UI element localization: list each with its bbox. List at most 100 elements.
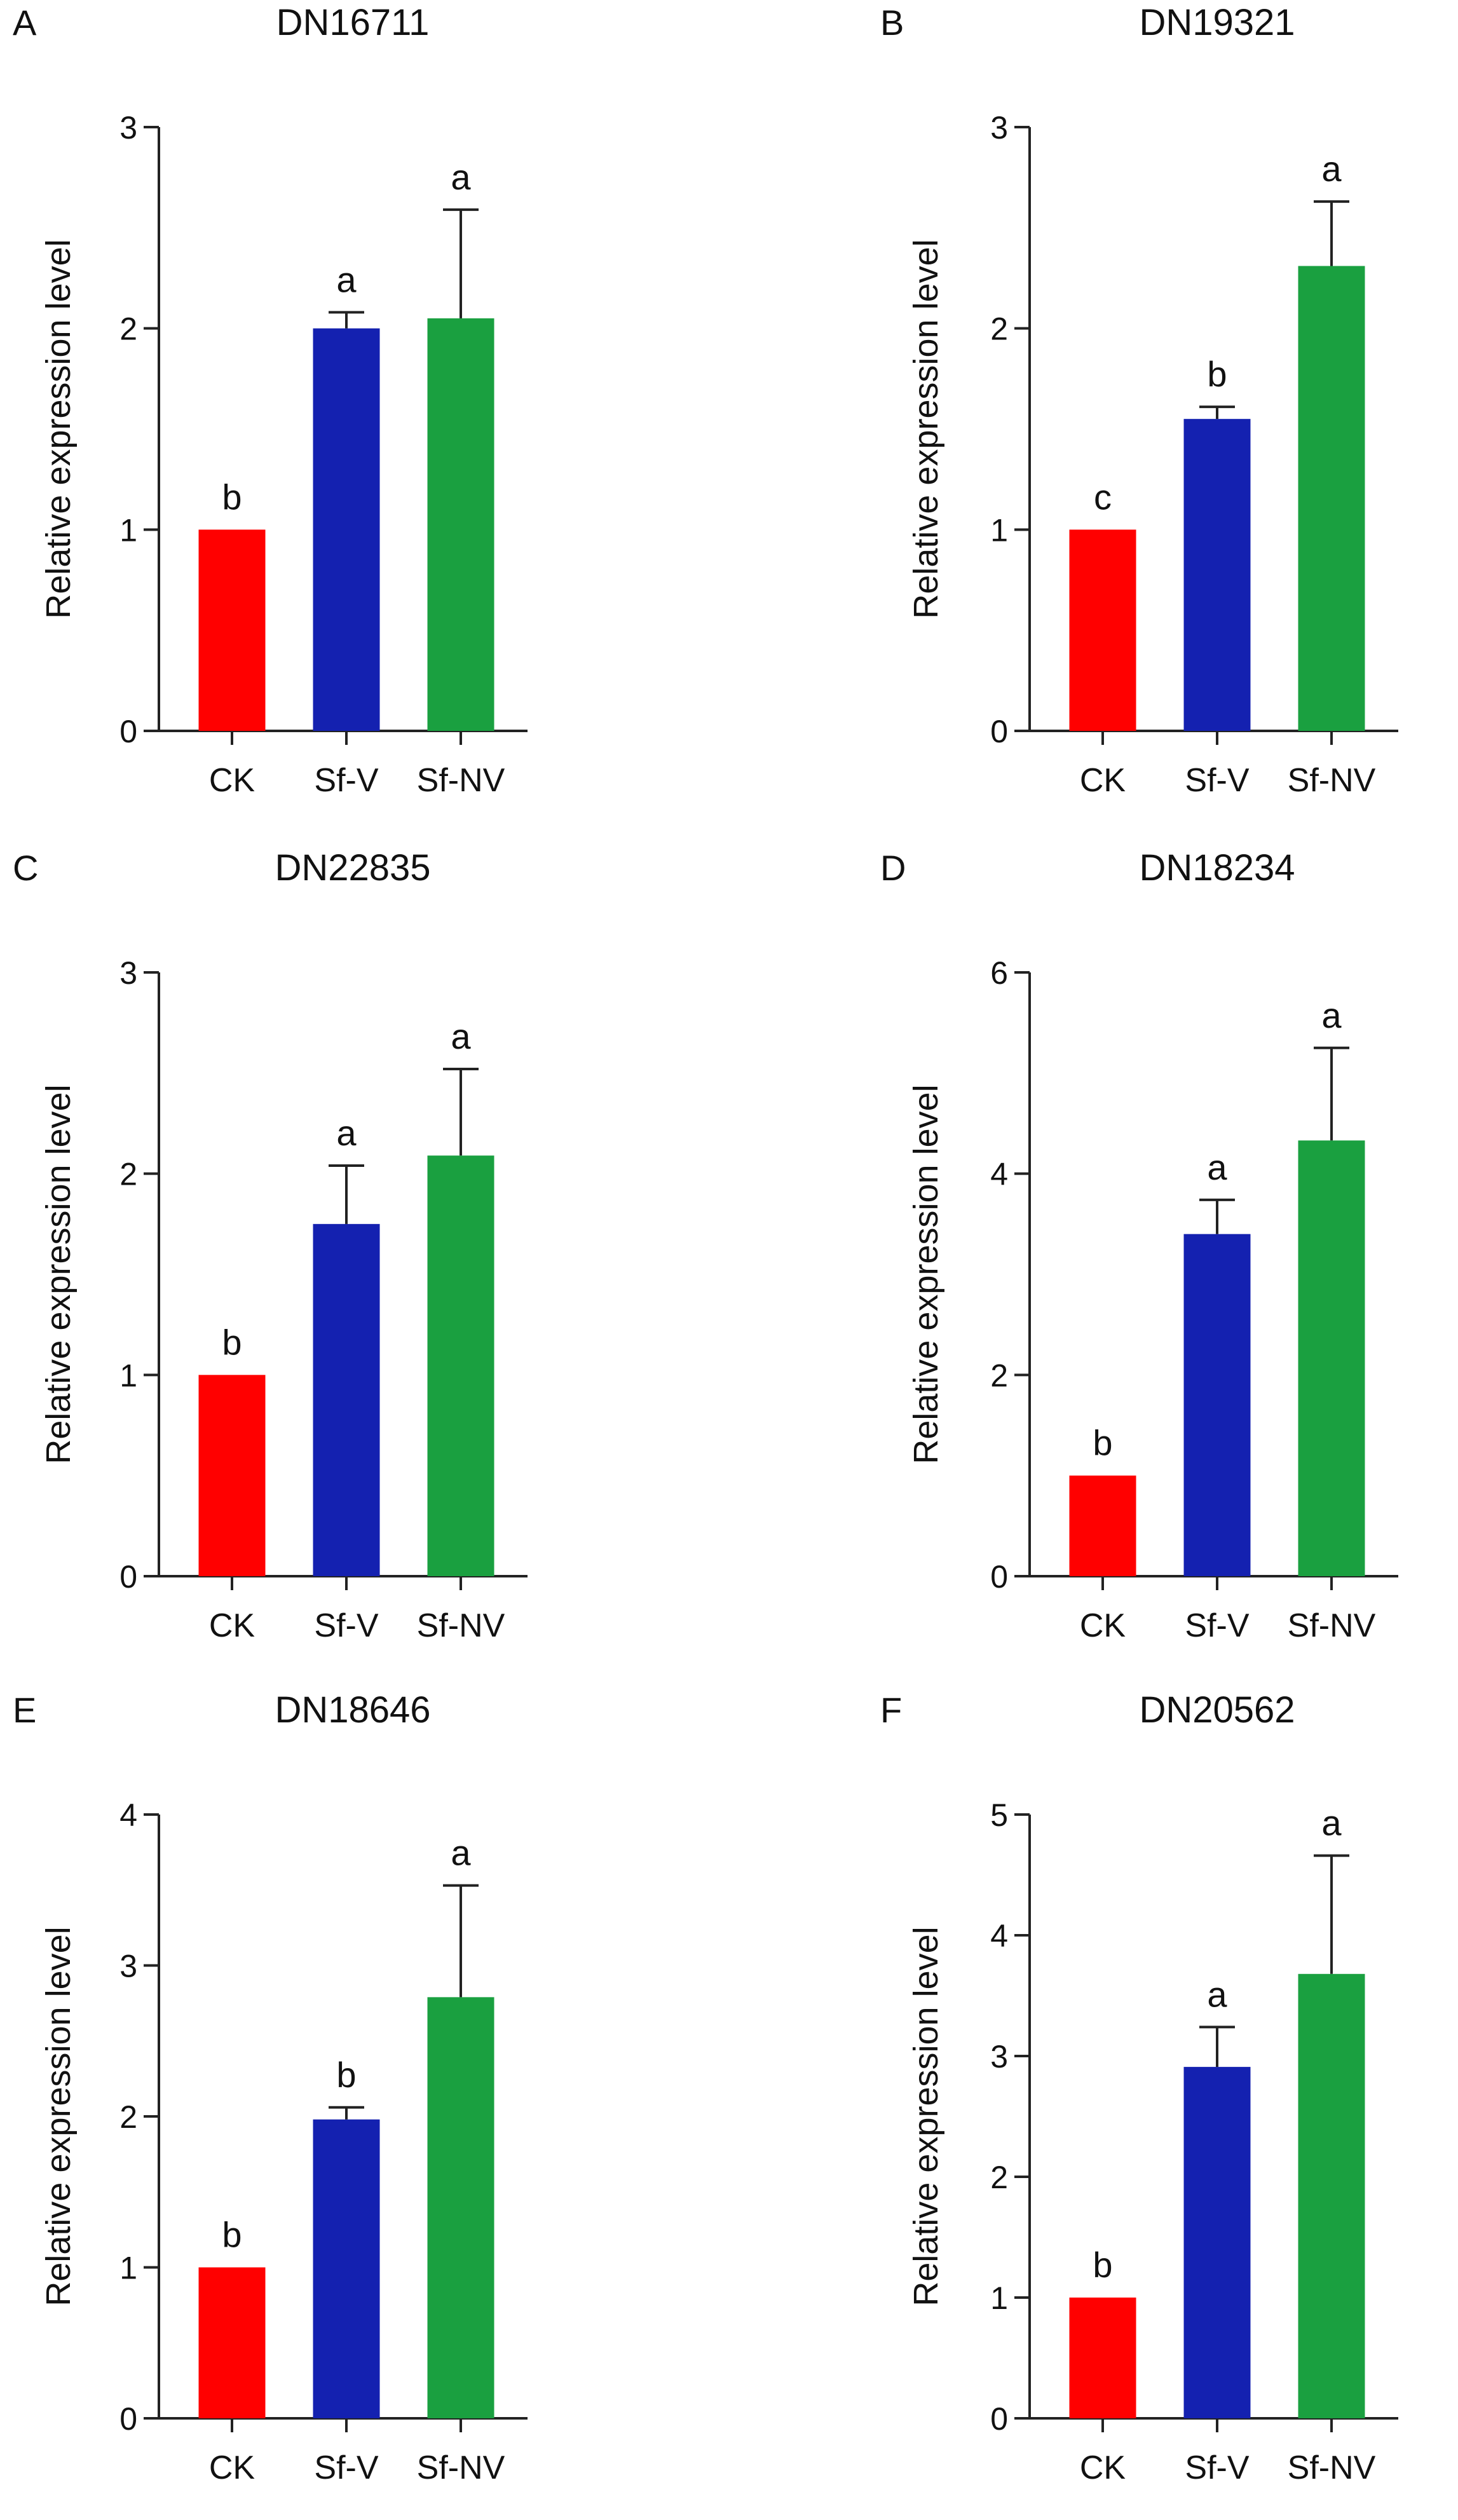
chart-panel-e: E DN18646 Relative expression level 0 1 2 3 4 CK… — [13, 1689, 528, 2486]
y-axis-label: Relative expression level — [907, 1084, 945, 1464]
y-tick-label: 3 — [119, 110, 137, 146]
x-tick-label: Sf-NV — [1288, 762, 1376, 799]
y-tick-label: 0 — [990, 1559, 1008, 1595]
x-tick-label: Sf-NV — [1288, 2449, 1376, 2486]
y-tick-label: 0 — [990, 2401, 1008, 2437]
panel-letter: B — [880, 3, 904, 43]
bar-sf-nv — [427, 1997, 494, 2418]
panel-letter: C — [13, 848, 38, 888]
significance-letter: b — [222, 2215, 242, 2255]
bar-sf-v — [1183, 1234, 1251, 1576]
y-tick-label: 4 — [119, 1797, 137, 1833]
bar-sf-nv — [1298, 266, 1365, 731]
y-tick-label: 4 — [990, 1918, 1008, 1954]
bar-ck — [198, 1375, 266, 1576]
panel-letter: E — [13, 1690, 36, 1730]
y-axis-label: Relative expression level — [907, 1926, 945, 2306]
y-tick-label: 2 — [119, 311, 137, 347]
significance-letter: a — [1321, 995, 1342, 1035]
y-tick-label: 0 — [990, 714, 1008, 749]
chart-title: DN18646 — [275, 1689, 430, 1731]
bar-sf-v — [1183, 419, 1251, 731]
y-axis-label: Relative expression level — [39, 239, 78, 618]
significance-letter: c — [1094, 477, 1112, 517]
y-axis-label: Relative expression level — [39, 1084, 78, 1464]
y-tick-label: 1 — [990, 512, 1008, 548]
y-tick-label: 1 — [119, 512, 137, 548]
y-tick-label: 3 — [990, 110, 1008, 146]
chart-title: DN22835 — [275, 847, 430, 889]
bar-sf-v — [313, 1223, 380, 1576]
x-tick-label: Sf-NV — [417, 2449, 505, 2486]
y-tick-label: 2 — [990, 311, 1008, 347]
x-tick-label: Sf-NV — [417, 762, 505, 799]
chart-title: DN18234 — [1139, 847, 1295, 889]
y-tick-label: 6 — [990, 955, 1008, 991]
y-tick-label: 1 — [119, 1358, 137, 1393]
y-tick-label: 2 — [990, 1358, 1008, 1393]
y-tick-label: 4 — [990, 1157, 1008, 1192]
x-tick-label: CK — [1080, 762, 1126, 799]
x-tick-label: CK — [209, 762, 255, 799]
significance-letter: a — [451, 1016, 471, 1056]
y-tick-label: 0 — [119, 1559, 137, 1595]
chart-title: DN20562 — [1139, 1689, 1295, 1731]
y-tick-label: 3 — [119, 955, 137, 991]
x-tick-label: CK — [209, 2449, 255, 2486]
significance-letter: a — [336, 259, 357, 299]
y-tick-label: 1 — [990, 2280, 1008, 2316]
significance-letter: b — [1093, 2245, 1112, 2285]
y-tick-label: 2 — [990, 2160, 1008, 2195]
significance-letter: a — [336, 1113, 357, 1153]
panel-letter: A — [13, 3, 37, 43]
y-tick-label: 1 — [119, 2251, 137, 2286]
x-tick-label: Sf-V — [1185, 762, 1249, 799]
bar-sf-nv — [427, 318, 494, 731]
bar-ck — [1069, 1475, 1136, 1576]
significance-letter: a — [1207, 1147, 1227, 1187]
bar-sf-v — [1183, 2067, 1251, 2418]
significance-letter: a — [451, 1833, 471, 1873]
x-tick-label: Sf-NV — [1288, 1607, 1376, 1644]
y-tick-label: 3 — [119, 1949, 137, 1984]
chart-title: DN16711 — [276, 2, 430, 43]
significance-letter: b — [1093, 1423, 1112, 1463]
bar-sf-v — [313, 2119, 380, 2418]
y-axis-label: Relative expression level — [39, 1926, 78, 2306]
x-tick-label: CK — [1080, 2449, 1126, 2486]
chart-panel-c: C DN22835 Relative expression level 0 1 2 3 CK b… — [13, 847, 528, 1644]
bar-ck — [198, 529, 266, 731]
significance-letter: b — [336, 2055, 356, 2095]
chart-title: DN19321 — [1139, 2, 1295, 43]
x-tick-label: Sf-NV — [417, 1607, 505, 1644]
panel-letter: D — [880, 848, 906, 888]
chart-panel-a: A DN16711 Relative expression level 0 1 2 3 CK b… — [13, 2, 528, 799]
bar-ck — [1069, 529, 1136, 731]
significance-letter: a — [451, 157, 471, 197]
y-tick-label: 5 — [990, 1797, 1008, 1833]
bar-ck — [1069, 2298, 1136, 2418]
chart-panel-b: B DN19321 Relative expression level 0 1 2 3 CK c… — [880, 2, 1398, 799]
significance-letter: b — [222, 1322, 242, 1362]
bar-sf-nv — [1298, 1140, 1365, 1576]
x-tick-label: Sf-V — [1185, 1607, 1249, 1644]
x-tick-label: CK — [209, 1607, 255, 1644]
y-tick-label: 0 — [119, 2401, 137, 2437]
bar-ck — [198, 2267, 266, 2418]
significance-letter: a — [1321, 149, 1342, 189]
y-tick-label: 2 — [119, 2099, 137, 2135]
x-tick-label: Sf-V — [314, 1607, 378, 1644]
x-tick-label: Sf-V — [314, 2449, 378, 2486]
y-tick-label: 3 — [990, 2039, 1008, 2074]
chart-panel-d: D DN18234 Relative expression level 0 2 4 6 CK b… — [880, 847, 1398, 1644]
x-tick-label: CK — [1080, 1607, 1126, 1644]
x-tick-label: Sf-V — [314, 762, 378, 799]
bar-sf-nv — [1298, 1973, 1365, 2418]
y-axis-label: Relative expression level — [907, 239, 945, 618]
panel-letter: F — [880, 1690, 902, 1730]
significance-letter: a — [1321, 1803, 1342, 1843]
y-tick-label: 0 — [119, 714, 137, 749]
significance-letter: b — [1207, 354, 1227, 394]
bar-sf-nv — [427, 1155, 494, 1576]
